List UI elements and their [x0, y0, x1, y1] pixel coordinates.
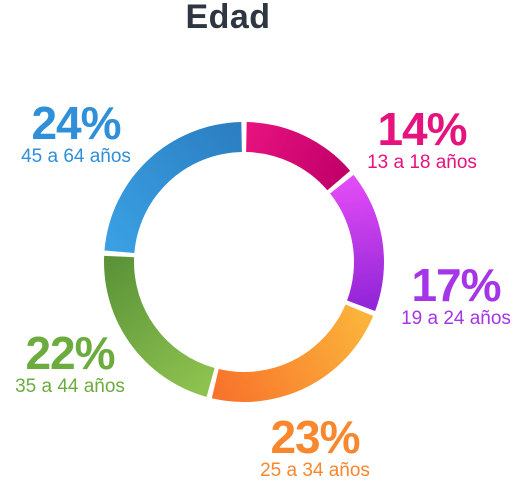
donut-slice-35-a-44-años — [104, 255, 215, 397]
slice-range-35-44: 35 a 44 años — [15, 376, 125, 397]
slice-range-13-18: 13 a 18 años — [367, 152, 477, 173]
chart-title: Edad — [185, 0, 271, 36]
donut-slice-13-a-18-años — [246, 122, 351, 191]
slice-label-13-18: 14% 13 a 18 años — [352, 106, 492, 174]
slice-percent-19-24: 17% — [411, 259, 501, 311]
slice-label-25-34: 23% 25 a 34 años — [240, 414, 390, 482]
slice-percent-25-34: 23% — [270, 411, 360, 463]
slice-range-25-34: 25 a 34 años — [260, 460, 370, 481]
slice-percent-13-18: 14% — [377, 103, 467, 155]
donut-slice-45-a-64-años — [104, 122, 242, 253]
slice-percent-35-44: 22% — [25, 327, 115, 379]
donut-slice-19-a-24-años — [330, 174, 385, 312]
donut-slice-25-a-34-años — [211, 304, 374, 402]
slice-label-19-24: 17% 19 a 24 años — [388, 262, 524, 330]
slice-label-45-64: 24% 45 a 64 años — [4, 100, 148, 168]
slice-label-35-44: 22% 35 a 44 años — [0, 330, 140, 398]
slice-percent-45-64: 24% — [31, 97, 121, 149]
slice-range-19-24: 19 a 24 años — [401, 308, 511, 329]
slice-range-45-64: 45 a 64 años — [21, 146, 131, 167]
